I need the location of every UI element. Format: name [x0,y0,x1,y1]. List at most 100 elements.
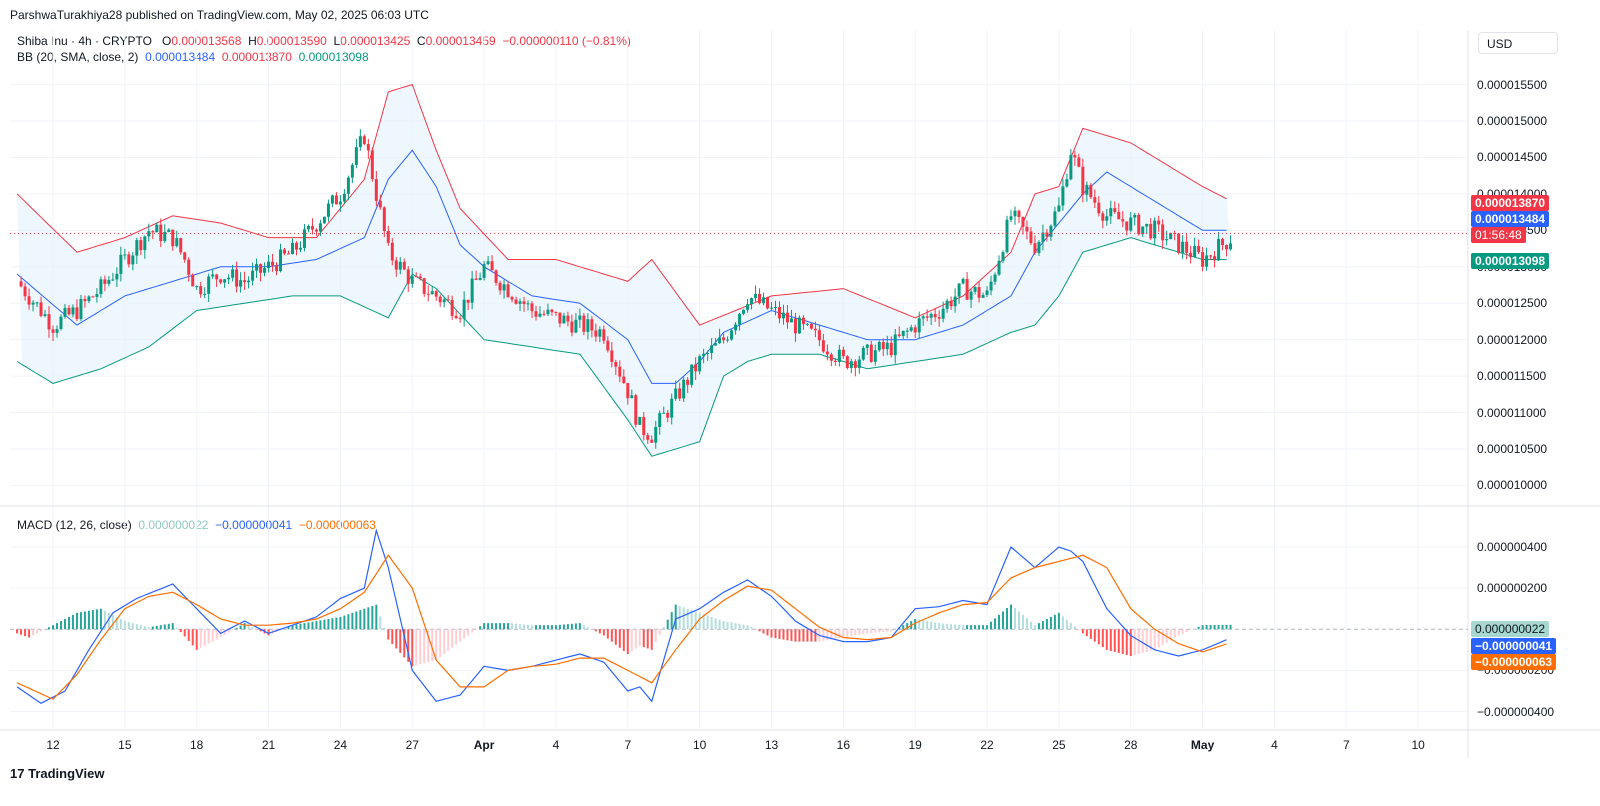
candle-body [67,307,71,315]
macd-histogram-bar [295,624,298,630]
macd-histogram-bar [431,629,434,662]
macd-histogram-bar [531,625,533,630]
macd-histogram-bar [722,621,725,630]
candle-body [382,207,386,232]
macd-histogram-bar [483,623,486,630]
macd-histogram-bar [858,629,861,635]
candle-body [666,412,670,418]
candle-body [702,353,706,357]
price-axis-label: 0.000011000 [1477,405,1547,420]
macd-histogram-bar [363,608,366,630]
macd-histogram-bar [1041,621,1044,630]
candle-body [610,350,614,362]
macd-histogram-bar [207,629,210,644]
macd-histogram-bar [894,629,897,631]
candle-body [554,311,558,313]
candle-body [542,313,546,315]
macd-histogram-bar [355,611,358,630]
macd-histogram-bar [287,626,290,630]
macd-histogram-bar [1133,629,1136,655]
macd-histogram-bar [223,629,226,636]
macd-histogram-bar [550,625,553,630]
macd-histogram-bar [1225,624,1228,630]
macd-histogram-bar [998,614,1001,630]
candle-body [207,276,211,294]
macd-histogram-bar [255,629,258,631]
macd-histogram-bar [1069,623,1072,630]
candle-body [1157,220,1161,225]
macd-histogram-bar [311,621,314,630]
macd-histogram-bar [970,625,973,630]
macd-histogram-bar [938,623,941,630]
macd-histogram-bar [339,616,342,630]
candle-body [1005,219,1009,253]
candle-body [55,328,59,333]
candle-body [658,413,662,428]
macd-histogram-bar [750,627,753,630]
candle-body [267,261,271,269]
candle-body [893,334,897,356]
candle-body [434,291,438,297]
macd-histogram-bar [199,629,202,648]
macd-histogram-bar [323,619,326,630]
macd-histogram-bar [59,621,62,630]
candle-body [490,261,494,271]
candle-body [510,297,514,300]
macd-histogram-bar [566,624,569,630]
candle-body [877,342,881,351]
candle-body [31,302,35,305]
price-axis-label: 0.000012500 [1477,296,1548,311]
macd-histogram-bar [994,618,997,630]
macd-histogram-bar [838,629,841,639]
candle-body [211,274,215,277]
candle-body [470,278,474,303]
macd-histogram-bar [886,629,889,632]
candle-body [574,319,578,333]
high-label: H [248,34,257,48]
macd-histogram-bar [1209,625,1212,630]
macd-histogram-bar [427,629,430,663]
candle-body [514,299,518,304]
candle-body [813,328,817,331]
candle-body [366,144,370,151]
candle-body [793,318,797,334]
macd-histogram-bar [682,607,685,630]
macd-histogram-bar [918,619,921,630]
macd-histogram-bar [167,623,170,630]
candle-body [71,307,75,315]
candle-body [1025,226,1029,232]
macd-histogram-bar [674,604,677,630]
time-axis-label: Apr [473,738,495,752]
macd-histogram-bar [435,629,438,661]
candle-body [857,359,861,369]
macd-histogram-bar [642,629,645,648]
upper-band-tag: 0.000013870 [1471,195,1550,211]
macd-histogram-bar [802,629,805,642]
brand-text: TradingView [28,766,105,781]
open-value: 0.000013568 [171,34,242,48]
publisher-header: ParshwaTurakhiya28 published on TradingV… [10,8,429,22]
macd-histogram-bar [1097,629,1100,645]
candle-body [829,354,833,361]
macd-histogram-bar [634,629,637,649]
candle-body [27,296,31,305]
macd-histogram-bar [1101,629,1104,648]
macd-histogram-bar [455,629,458,645]
macd-histogram-bar [686,608,689,630]
macd-histogram-bar [95,609,98,630]
candle-body [562,315,566,324]
candle-body [35,302,39,304]
candle-body [785,312,789,323]
candle-body [1141,226,1145,235]
macd-histogram-bar [562,624,565,630]
macd-histogram-bar [231,629,234,631]
currency-button[interactable]: USD [1478,32,1558,54]
price-axis-label: 0.000010500 [1477,441,1548,456]
macd-histogram-bar [87,610,90,630]
macd-histogram-bar [1077,629,1080,631]
macd-histogram-bar [590,629,593,631]
candle-body [386,231,390,243]
macd-histogram-bar [694,611,697,630]
macd-histogram-bar [770,629,773,638]
